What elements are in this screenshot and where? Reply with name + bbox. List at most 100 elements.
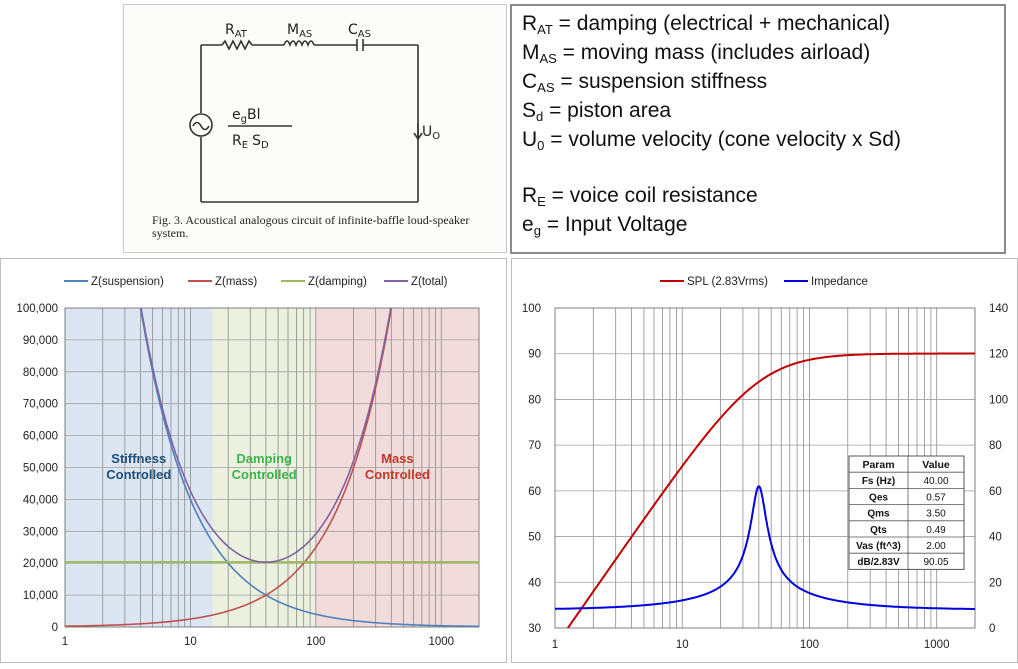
definition-re: RE = voice coil resistance (522, 184, 758, 209)
legend-label: Z(damping) (308, 276, 367, 288)
y-left-tick-label: 50 (528, 532, 541, 544)
label-eg: e (232, 107, 241, 123)
param-name: Qts (870, 525, 887, 536)
label-mas: M (287, 22, 299, 38)
param-value: 90.05 (923, 557, 948, 568)
label-sd-sub: D (261, 140, 269, 151)
series-line (65, 308, 393, 627)
svg-text:RAT: RAT (225, 22, 248, 40)
voltage-source (189, 113, 213, 137)
x-tick-label: 10 (676, 639, 689, 651)
legend-label: SPL (2.83Vrms) (687, 276, 768, 288)
y-left-tick-label: 30 (528, 623, 541, 635)
circuit-diagram-panel: RAT MAS CAS egBl RE SD UO Fig. 3. Acousti… (123, 4, 507, 253)
y-right-tick-label: 0 (989, 623, 995, 635)
param-value: 3.50 (926, 509, 946, 520)
impedance-components-chart-panel: 0 10,000 20,000 30,000 40,000 50,000 60,000 70,… (0, 258, 507, 663)
definition-eg: eg = Input Voltage (522, 213, 688, 238)
label-bl: Bl (247, 107, 261, 123)
label-eg-sub: g (241, 114, 247, 125)
circuit-diagram: RAT MAS CAS egBl RE SD UO (189, 22, 440, 203)
y-left-tick-label: 70 (528, 440, 541, 452)
figure-caption: Fig. 3. Acoustical analogous circuit of … (152, 213, 470, 240)
label-u0-sub: O (432, 131, 440, 142)
svg-text:UO: UO (422, 124, 440, 142)
y-tick-label: 10,000 (23, 590, 58, 602)
region-label: Stiffness (111, 451, 166, 466)
label-cas: C (348, 22, 358, 38)
series-line-spl (566, 352, 975, 628)
x-tick-label: 100 (306, 636, 325, 648)
x-tick-label: 10 (184, 636, 197, 648)
label-rat: R (225, 22, 235, 38)
param-value: 40.00 (923, 476, 948, 487)
y-right-tick-label: 120 (989, 349, 1008, 361)
y-tick-label: 50,000 (23, 463, 58, 475)
y-right-tick-label: 60 (989, 486, 1002, 498)
svg-text:egBl: egBl (232, 107, 260, 125)
inductor-mas (283, 40, 315, 48)
y-right-tick-label: 40 (989, 532, 1002, 544)
x-tick-label: 1000 (924, 639, 950, 651)
param-name: Fs (Hz) (862, 476, 895, 487)
label-cas-sub: AS (358, 29, 371, 40)
y-tick-label: 80,000 (23, 367, 58, 379)
definition-u0: U0 = volume velocity (cone velocity x Sd… (522, 128, 901, 153)
x-tick-label: 1 (552, 639, 558, 651)
y-tick-label: 40,000 (23, 494, 58, 506)
region-label: Controlled (232, 467, 297, 482)
y-right-tick-label: 100 (989, 394, 1008, 406)
legend-label: Impedance (811, 276, 868, 288)
label-u0: U (422, 124, 432, 140)
definition-sd: Sd = piston area (522, 99, 672, 124)
svg-text:CAS: CAS (348, 22, 371, 40)
y-tick-label: 30,000 (23, 526, 58, 538)
plot-frame (64, 307, 480, 628)
legend-label: Z(mass) (215, 276, 257, 288)
y-tick-label: 90,000 (23, 335, 58, 347)
label-re-sub: E (242, 140, 248, 151)
y-right-tick-label: 20 (989, 577, 1002, 589)
y-left-tick-label: 80 (528, 394, 541, 406)
param-value: 0.49 (926, 525, 946, 536)
svg-text:MAS: MAS (287, 22, 312, 40)
legend-label: Z(total) (411, 276, 448, 288)
y-left-tick-label: 90 (528, 349, 541, 361)
series-line (140, 308, 392, 564)
region-label: Controlled (365, 467, 430, 482)
definition-rat: RAT = damping (electrical + mechanical) (522, 12, 891, 37)
y-tick-label: 60,000 (23, 431, 58, 443)
series-line-impedance (555, 485, 975, 610)
y-tick-label: 0 (52, 622, 58, 634)
y-left-tick-label: 40 (528, 577, 541, 589)
param-name: Qms (867, 509, 890, 520)
plot-frame (554, 307, 976, 629)
impedance-components-chart: 0 10,000 20,000 30,000 40,000 50,000 60,000 70,… (16, 276, 480, 648)
y-right-tick-label: 80 (989, 440, 1002, 452)
legend-label: Z(suspension) (91, 276, 164, 288)
region-label: Damping (236, 451, 292, 466)
param-value: 0.57 (926, 492, 946, 503)
param-value: Value (922, 459, 950, 471)
param-name: Qes (869, 492, 888, 503)
label-re: R (232, 133, 242, 149)
param-name: Vas (ft^3) (856, 541, 901, 552)
x-tick-label: 1 (62, 636, 68, 648)
spl-impedance-chart-panel: 30 40 50 60 70 80 90 100 0 20 40 60 80 100 120 140 1 10 10… (511, 258, 1018, 663)
label-mas-sub: AS (299, 29, 312, 40)
param-value: 2.00 (926, 541, 946, 552)
label-rat-sub: AT (235, 29, 248, 40)
param-name: Param (862, 459, 894, 471)
param-name: dB/2.83V (857, 557, 900, 568)
y-left-tick-label: 100 (522, 303, 541, 315)
y-tick-label: 70,000 (23, 399, 58, 411)
series-line (139, 308, 479, 627)
region-label: Controlled (106, 467, 171, 482)
region-label: Mass (381, 451, 414, 466)
x-tick-label: 1000 (428, 636, 454, 648)
definitions-panel: RAT = damping (electrical + mechanical) … (510, 4, 1006, 254)
y-left-tick-label: 60 (528, 486, 541, 498)
resistor-rat (221, 39, 253, 51)
